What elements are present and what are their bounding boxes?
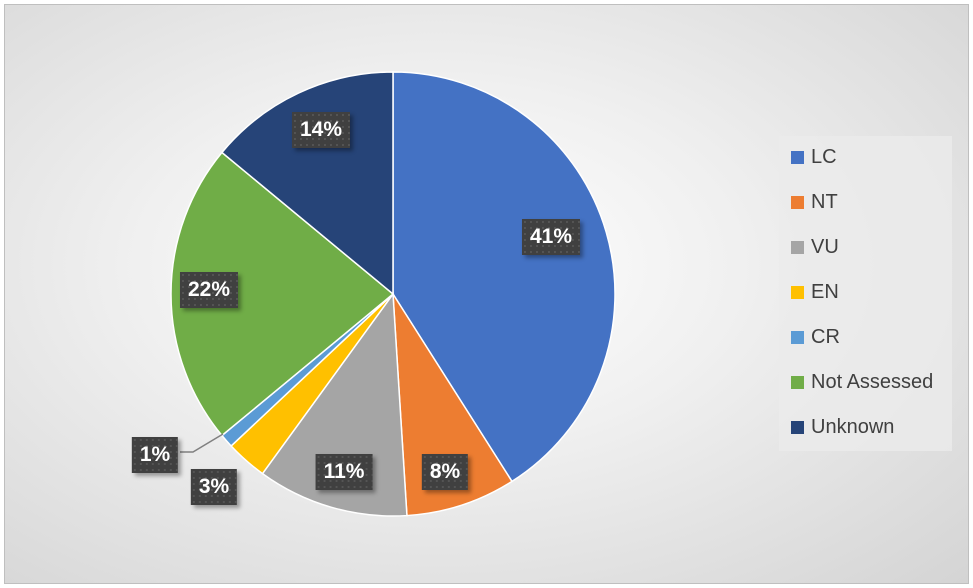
- legend-label: Unknown: [811, 416, 895, 438]
- legend-item-lc: LC: [791, 146, 837, 169]
- legend-swatch: [791, 376, 804, 389]
- legend-item-cr: CR: [791, 326, 840, 349]
- pie-slice-lc: [392, 71, 616, 483]
- legend-label: Not Assessed: [811, 371, 934, 393]
- data-label-cr: 1%: [131, 437, 179, 473]
- data-label-lc: 41%: [521, 219, 581, 255]
- leader-line: [180, 433, 224, 453]
- legend-label: VU: [811, 236, 839, 258]
- legend-swatch: [791, 151, 804, 164]
- data-label-unknown: 14%: [291, 112, 351, 148]
- legend-item-nt: NT: [791, 191, 838, 214]
- legend-label: NT: [811, 191, 838, 213]
- legend-label: CR: [811, 326, 840, 348]
- legend-swatch: [791, 331, 804, 344]
- legend-swatch: [791, 196, 804, 209]
- legend-item-en: EN: [791, 281, 839, 304]
- data-label-not-assessed: 22%: [179, 272, 239, 308]
- data-label-en: 3%: [190, 469, 238, 505]
- legend-item-not-assessed: Not Assessed: [791, 371, 933, 394]
- data-label-vu: 11%: [315, 454, 373, 490]
- legend-label: LC: [811, 146, 837, 168]
- pie-slice-unknown: [220, 71, 394, 296]
- legend-swatch: [791, 286, 804, 299]
- data-label-nt: 8%: [421, 454, 469, 490]
- legend-label: EN: [811, 281, 839, 303]
- legend: LC NT VU EN CR Not Assessed Unknown: [779, 136, 952, 451]
- legend-item-unknown: Unknown: [791, 416, 894, 439]
- legend-item-vu: VU: [791, 236, 839, 259]
- legend-swatch: [791, 421, 804, 434]
- pie-slice-not-assessed: [170, 151, 395, 437]
- legend-swatch: [791, 241, 804, 254]
